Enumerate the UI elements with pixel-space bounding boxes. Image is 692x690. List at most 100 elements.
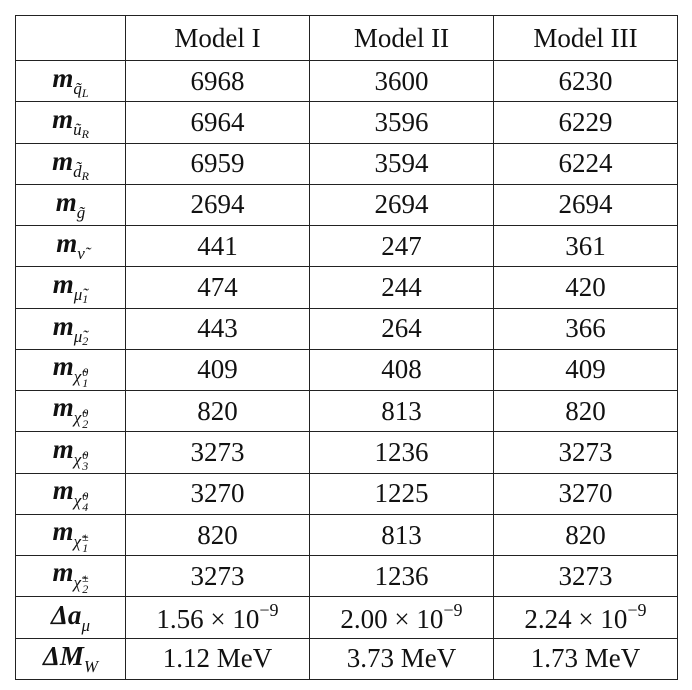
value-cell: 1236 bbox=[309, 555, 494, 598]
label-subscript: χ̃ 0 1 bbox=[74, 364, 89, 390]
column-header: Model II bbox=[309, 15, 494, 61]
table-row: m χ̃ ±2 3273 1236 3273 bbox=[15, 555, 678, 598]
value-cell: 1236 bbox=[309, 431, 494, 474]
value-cell: 474 bbox=[125, 266, 310, 309]
label-base: m bbox=[52, 392, 74, 423]
label-base: m bbox=[52, 474, 74, 505]
subscript-sup: ± bbox=[81, 571, 89, 586]
label-subscript: χ̃ 0 3 bbox=[73, 447, 89, 473]
value-cell: 3596 bbox=[309, 101, 494, 144]
exponent: −9 bbox=[443, 600, 463, 621]
index-stack: ±1 bbox=[82, 531, 89, 554]
value-cell: 2694 bbox=[125, 183, 310, 227]
value-cell: 820 bbox=[125, 390, 310, 433]
label-base: m bbox=[52, 557, 74, 588]
subscript-sup: 0 bbox=[82, 447, 89, 462]
value-cell: 820 bbox=[493, 513, 678, 557]
table-row: m χ̃ ±1 820 813 820 bbox=[15, 513, 678, 557]
subscript-text: μ̃ bbox=[73, 326, 83, 346]
label-base: m bbox=[52, 350, 74, 381]
subscript-text: χ̃ bbox=[73, 573, 81, 593]
mantissa: 2.24 × 10 bbox=[524, 604, 628, 635]
subscript-sub: 2 bbox=[82, 333, 89, 348]
row-label: m ν̃ bbox=[15, 225, 126, 268]
row-label: m χ̃ 0 3 bbox=[15, 431, 126, 474]
value-cell: 3.73 MeV bbox=[309, 637, 494, 681]
subscript-sub: 2 bbox=[82, 582, 89, 597]
value-cell: 1.12 MeV bbox=[125, 637, 310, 681]
value-cell: 264 bbox=[309, 307, 494, 350]
subscript-text: μ̃ bbox=[73, 285, 83, 305]
value-cell: 1.73 MeV bbox=[493, 637, 678, 681]
subscript-text: χ̃ bbox=[73, 490, 82, 510]
value-cell: 2694 bbox=[493, 183, 678, 227]
label-base: m bbox=[55, 186, 77, 217]
value-cell: 2.00 × 10−9 bbox=[309, 596, 494, 639]
table-row: m d̃ R 6959 3594 6224 bbox=[15, 142, 678, 185]
label-base: m bbox=[52, 63, 74, 94]
label-base: m bbox=[52, 310, 74, 341]
header-row: Model I Model II Model III bbox=[15, 15, 678, 61]
subscript-text: W bbox=[83, 656, 99, 676]
value-cell: 443 bbox=[125, 307, 310, 350]
subscript-sub: 3 bbox=[82, 458, 89, 473]
row-label: m χ̃ ±1 bbox=[15, 513, 126, 557]
subscript-text: q̃ bbox=[73, 79, 82, 99]
label-base: m bbox=[52, 516, 74, 547]
label-base: m bbox=[52, 104, 74, 135]
corner-cell bbox=[15, 15, 126, 61]
table-row: m ũ R 6964 3596 6229 bbox=[15, 101, 678, 144]
value-cell: 366 bbox=[493, 307, 678, 350]
value-cell: 3270 bbox=[125, 472, 310, 515]
subscript-sup: 0 bbox=[82, 406, 89, 421]
subscript-text: ν̃ bbox=[77, 244, 85, 264]
subscript-sub: 1 bbox=[82, 292, 89, 307]
value-cell: 3273 bbox=[125, 431, 310, 474]
row-label: m q̃ L bbox=[15, 59, 126, 103]
value-cell: 247 bbox=[309, 225, 494, 268]
label-base: m bbox=[52, 145, 74, 176]
value-cell: 2.24 × 10−9 bbox=[493, 596, 678, 639]
value-cell: 409 bbox=[493, 348, 678, 392]
subscript-text: ũ bbox=[73, 120, 82, 140]
label-subscript: χ̃ 0 4 bbox=[73, 488, 89, 514]
subscript-sub: R bbox=[81, 168, 89, 183]
value-cell: 3273 bbox=[493, 555, 678, 598]
exponent: −9 bbox=[627, 600, 647, 621]
value-cell: 244 bbox=[309, 266, 494, 309]
subscript-sup: 0 bbox=[82, 364, 89, 379]
value-cell: 6964 bbox=[125, 101, 310, 144]
mantissa: 2.00 × 10 bbox=[340, 604, 444, 635]
table-row: Δa μ 1.56 × 10−9 2.00 × 10−9 2.24 × 10−9 bbox=[15, 596, 678, 639]
table-row: m χ̃ 0 4 3270 1225 3270 bbox=[15, 472, 678, 515]
label-base: m bbox=[52, 433, 74, 464]
label-base: ΔM bbox=[42, 640, 84, 671]
label-subscript: g̃ bbox=[77, 203, 86, 223]
subscript-sup: 0 bbox=[82, 488, 89, 503]
value-cell: 361 bbox=[493, 225, 678, 268]
value-cell: 813 bbox=[309, 513, 494, 557]
column-header: Model III bbox=[493, 15, 678, 61]
subscript-text: μ bbox=[81, 615, 90, 635]
value-cell: 420 bbox=[493, 266, 678, 309]
table-row: m χ̃ 0 3 3273 1236 3273 bbox=[15, 431, 678, 474]
row-label: m χ̃ 0 1 bbox=[15, 348, 126, 392]
subscript-text: χ̃ bbox=[73, 449, 82, 469]
value-cell: 6229 bbox=[493, 101, 678, 144]
value-cell: 6230 bbox=[493, 59, 678, 103]
row-label: m χ̃ 0 4 bbox=[15, 472, 126, 515]
value-cell: 3270 bbox=[493, 472, 678, 515]
subscript-sub: 1 bbox=[82, 375, 89, 390]
table-row: ΔM W 1.12 MeV 3.73 MeV 1.73 MeV bbox=[15, 637, 678, 681]
index-stack: ±2 bbox=[81, 571, 89, 597]
value-cell: 441 bbox=[125, 225, 310, 268]
subscript-sub: 4 bbox=[82, 499, 89, 514]
row-label: m χ̃ 0 2 bbox=[15, 390, 126, 433]
row-label: m d̃ R bbox=[15, 142, 126, 185]
